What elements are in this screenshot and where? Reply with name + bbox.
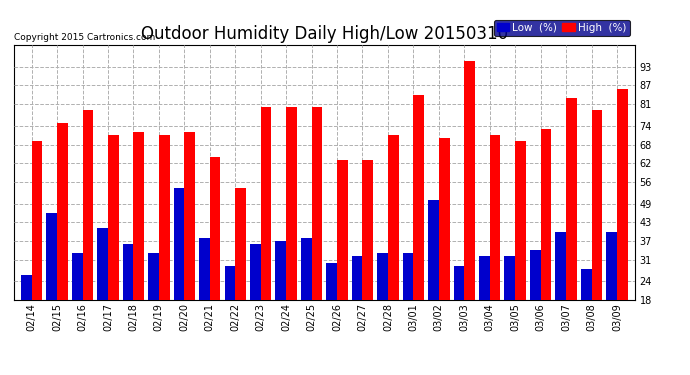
Bar [591,110,602,300]
Bar [174,188,184,300]
Bar [32,141,42,300]
Bar [301,238,312,300]
Bar [413,95,424,300]
Bar [464,60,475,300]
Bar [250,244,261,300]
Title: Outdoor Humidity Daily High/Low 20150310: Outdoor Humidity Daily High/Low 20150310 [141,26,508,44]
Bar [607,232,617,300]
Bar [57,123,68,300]
Bar [352,256,362,300]
Bar [148,254,159,300]
Bar [46,213,57,300]
Bar [453,266,464,300]
Bar [337,160,348,300]
Bar [541,129,551,300]
Bar [133,132,144,300]
Bar [566,98,577,300]
Bar [504,256,515,300]
Bar [617,88,628,300]
Bar [235,188,246,300]
Bar [224,266,235,300]
Bar [377,254,388,300]
Bar [159,135,170,300]
Bar [388,135,399,300]
Bar [515,141,526,300]
Bar [286,107,297,300]
Legend: Low  (%), High  (%): Low (%), High (%) [493,20,629,36]
Bar [97,228,108,300]
Bar [123,244,133,300]
Bar [530,250,541,300]
Bar [362,160,373,300]
Bar [83,110,93,300]
Bar [72,254,83,300]
Bar [210,157,221,300]
Bar [275,241,286,300]
Bar [403,254,413,300]
Bar [261,107,271,300]
Bar [312,107,322,300]
Bar [21,275,32,300]
Bar [439,138,449,300]
Bar [199,238,210,300]
Bar [184,132,195,300]
Bar [108,135,119,300]
Bar [581,269,591,300]
Bar [479,256,490,300]
Bar [326,262,337,300]
Text: Copyright 2015 Cartronics.com: Copyright 2015 Cartronics.com [14,33,155,42]
Bar [428,201,439,300]
Bar [555,232,566,300]
Bar [490,135,500,300]
